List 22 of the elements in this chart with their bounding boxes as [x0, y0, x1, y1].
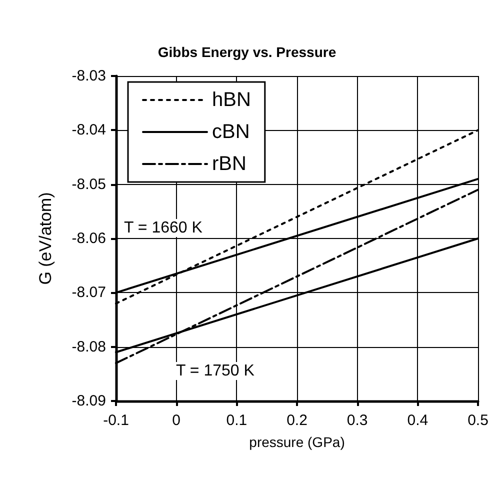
legend-label: rBN	[212, 153, 246, 175]
y-tick-label: -8.09	[72, 392, 106, 410]
x-tick-label: 0	[172, 412, 181, 429]
x-tick-label: 0.3	[346, 412, 368, 429]
y-tick-label: -8.07	[72, 284, 106, 302]
x-tick-label: 0.2	[286, 412, 308, 429]
legend-label: hBN	[212, 89, 251, 111]
x-tick-label: 0.4	[407, 412, 428, 429]
legend-label: cBN	[212, 121, 250, 143]
annotation: T = 1750 K	[176, 362, 255, 380]
chart-title: Gibbs Energy vs. Pressure	[158, 44, 336, 60]
y-axis-title: G (eV/atom)	[36, 192, 55, 285]
y-tick-label: -8.03	[72, 68, 106, 84]
x-tick-label: 0.1	[226, 412, 248, 429]
annotation: T = 1660 K	[124, 220, 203, 236]
y-tick-label: -8.06	[72, 230, 106, 247]
x-tick-label: -0.1	[103, 412, 129, 429]
x-tick-label: 0.5	[468, 412, 488, 429]
y-tick-label: -8.04	[72, 122, 106, 139]
y-tick-label: -8.05	[72, 176, 106, 193]
y-tick-label: -8.08	[72, 338, 106, 356]
x-axis-title: pressure (GPa)	[249, 434, 345, 450]
